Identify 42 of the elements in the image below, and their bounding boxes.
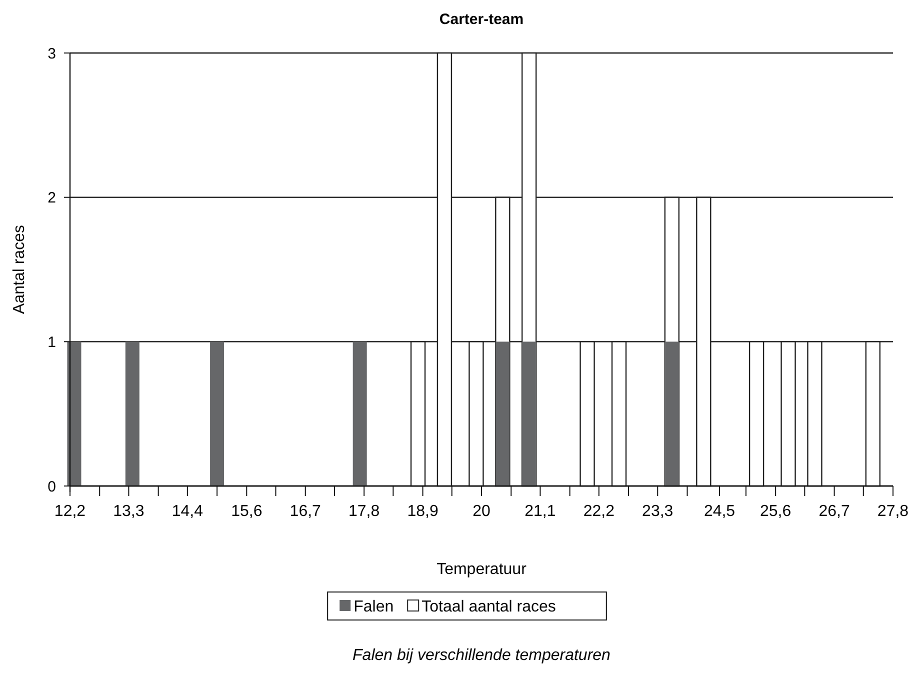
bar <box>468 341 484 487</box>
y-tick-label: 1 <box>48 334 56 351</box>
bar <box>580 341 595 487</box>
bar <box>410 341 426 487</box>
y-axis-title: Aantal races <box>11 225 28 314</box>
legend-label: Totaal aantal races <box>422 598 556 616</box>
legend-label: Falen <box>354 598 394 616</box>
bar <box>865 341 880 487</box>
bar <box>125 342 140 486</box>
bar <box>807 341 822 487</box>
bar <box>67 342 82 486</box>
bar <box>496 342 510 486</box>
y-tick-label: 3 <box>48 45 56 62</box>
x-tick-label: 20 <box>472 503 490 520</box>
x-tick-label: 23,3 <box>642 503 674 520</box>
x-tick-label: 24,5 <box>704 503 736 520</box>
x-tick-label: 18,9 <box>407 503 438 520</box>
x-tick-label: 26,7 <box>818 503 850 520</box>
x-tick-label: 16,7 <box>290 503 322 520</box>
bar <box>696 196 712 487</box>
bar <box>210 342 224 486</box>
bar <box>611 341 627 487</box>
bar <box>522 342 536 486</box>
x-tick-label: 13,3 <box>113 503 144 520</box>
x-tick-label: 17,8 <box>348 503 380 520</box>
x-tick-label: 25,6 <box>760 503 792 520</box>
x-tick-label: 14,4 <box>172 503 204 520</box>
x-tick-label: 15,6 <box>231 503 262 520</box>
bar <box>664 342 679 486</box>
x-tick-label: 22,2 <box>583 503 615 520</box>
x-tick-label: 27,8 <box>877 503 909 520</box>
x-tick-label: 12,2 <box>54 503 86 520</box>
chart-title: Carter-team <box>439 11 524 28</box>
x-tick-label: 21,1 <box>524 503 556 520</box>
bar <box>352 342 367 486</box>
x-axis-title: Temperatuur <box>436 561 528 578</box>
bar <box>436 52 452 487</box>
y-tick-label: 0 <box>48 478 56 496</box>
bar <box>780 341 796 487</box>
text: Falen bij verschillende temperaturen <box>352 647 611 664</box>
y-tick-label: 2 <box>48 190 56 207</box>
bar <box>748 341 764 487</box>
